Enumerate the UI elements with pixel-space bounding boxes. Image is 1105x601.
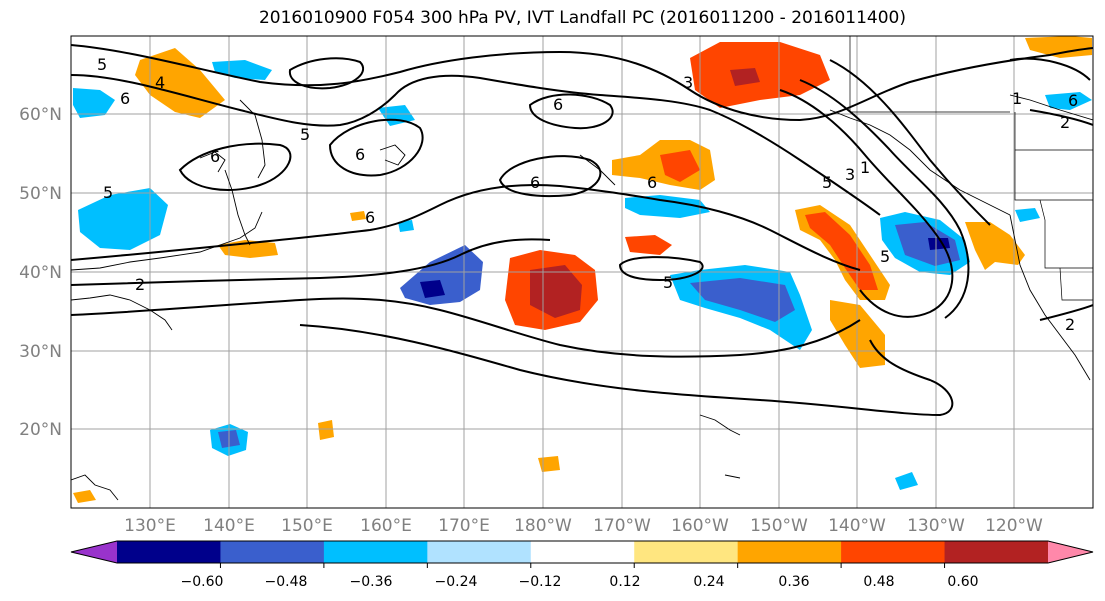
colorbar-tick-label: −0.60 bbox=[181, 574, 224, 590]
negative-anomaly bbox=[73, 88, 115, 118]
contour-label: 2 bbox=[1060, 113, 1070, 132]
negative-anomaly bbox=[78, 188, 168, 250]
contour-labels: 5 6 4 5 6 5 6 6 2 6 6 3 6 5 5 3 1 5 6 2 … bbox=[97, 55, 1078, 334]
map-title: 2016010900 F054 300 hPa PV, IVT Landfall… bbox=[258, 8, 906, 28]
contour-label: 5 bbox=[822, 173, 832, 192]
contour-label: 3 bbox=[683, 73, 693, 92]
contour-label: 1 bbox=[1012, 89, 1022, 108]
colorbar-tick-label: −0.36 bbox=[350, 574, 393, 590]
contour-label: 6 bbox=[365, 208, 375, 227]
pv-contours bbox=[71, 44, 1093, 417]
positive-anomaly bbox=[350, 211, 366, 221]
anomaly-shading bbox=[73, 36, 1092, 503]
positive-anomaly bbox=[730, 68, 760, 86]
lon-label: 160°W bbox=[671, 516, 729, 536]
latitude-labels: 60°N 50°N 40°N 30°N 20°N bbox=[19, 105, 62, 440]
contour-label: 5 bbox=[103, 183, 113, 202]
negative-anomaly bbox=[420, 280, 445, 298]
colorbar-swatch bbox=[427, 541, 532, 563]
lon-label: 180°W bbox=[514, 516, 572, 536]
lon-label: 120°W bbox=[985, 516, 1043, 536]
contour-label: 2 bbox=[1065, 315, 1075, 334]
contour-label: 6 bbox=[1068, 91, 1078, 110]
lon-label: 150°E bbox=[281, 516, 333, 536]
contour-label: 1 bbox=[860, 158, 870, 177]
colorbar-swatch bbox=[117, 541, 221, 563]
colorbar-tick-label: 0.24 bbox=[693, 574, 724, 590]
negative-anomaly bbox=[625, 195, 710, 218]
lon-label: 160°E bbox=[360, 516, 412, 536]
contour-label: 6 bbox=[210, 147, 220, 166]
colorbar-extend-min bbox=[71, 541, 117, 563]
negative-anomaly bbox=[1045, 92, 1092, 110]
lon-label: 150°W bbox=[750, 516, 808, 536]
map-frame bbox=[70, 35, 1094, 509]
lon-label: 130°W bbox=[907, 516, 965, 536]
positive-anomaly bbox=[660, 150, 700, 182]
positive-anomaly bbox=[318, 420, 334, 440]
contour-label: 6 bbox=[530, 173, 540, 192]
colorbar-tick-label: 0.12 bbox=[609, 574, 640, 590]
positive-anomaly bbox=[625, 235, 672, 255]
colorbar-tick-label: 0.36 bbox=[778, 574, 809, 590]
lon-label: 140°E bbox=[203, 516, 255, 536]
colorbar-tick-label: 0.48 bbox=[863, 574, 894, 590]
lat-label: 20°N bbox=[19, 420, 62, 440]
colorbar-swatch bbox=[323, 541, 428, 563]
colorbar-outline bbox=[70, 540, 1094, 564]
contour-label: 5 bbox=[663, 273, 673, 292]
colorbar-swatch bbox=[944, 541, 1049, 563]
contour-label: 3 bbox=[845, 165, 855, 184]
colorbar-tick-label: 0.60 bbox=[947, 574, 978, 590]
lon-label: 170°E bbox=[438, 516, 490, 536]
colorbar-tick-label: −0.12 bbox=[519, 574, 562, 590]
lon-label: 130°E bbox=[124, 516, 176, 536]
colorbar-swatch bbox=[530, 541, 635, 563]
lat-label: 60°N bbox=[19, 105, 62, 125]
negative-anomaly bbox=[398, 220, 414, 232]
contour-label: 6 bbox=[120, 89, 130, 108]
positive-anomaly bbox=[965, 222, 1025, 270]
contour-label: 5 bbox=[300, 125, 310, 144]
colorbar-swatch bbox=[220, 541, 325, 563]
lat-label: 30°N bbox=[19, 342, 62, 362]
contour-label: 5 bbox=[97, 55, 107, 74]
contour-label: 6 bbox=[553, 95, 563, 114]
lat-label: 50°N bbox=[19, 184, 62, 204]
colorbar-labels: −0.60 −0.48 −0.36 −0.24 −0.12 0.12 0.24 … bbox=[181, 574, 979, 590]
contour-label: 2 bbox=[135, 275, 145, 294]
colorbar-extend-max bbox=[1048, 541, 1093, 563]
colorbar-tick-label: −0.48 bbox=[265, 574, 308, 590]
positive-anomaly bbox=[690, 42, 830, 108]
lon-label: 170°W bbox=[593, 516, 651, 536]
colorbar-swatch bbox=[737, 541, 842, 563]
negative-anomaly bbox=[1015, 208, 1040, 222]
positive-anomaly bbox=[1025, 36, 1092, 58]
negative-anomaly bbox=[690, 278, 795, 322]
colorbar-tick-label: −0.24 bbox=[435, 574, 478, 590]
lat-label: 40°N bbox=[19, 263, 62, 283]
positive-anomaly bbox=[73, 490, 96, 503]
contour-label: 6 bbox=[355, 145, 365, 164]
contour-label: 6 bbox=[647, 173, 657, 192]
colorbar bbox=[70, 540, 1094, 568]
negative-anomaly bbox=[895, 222, 960, 266]
negative-anomaly bbox=[400, 245, 483, 305]
longitude-labels: 130°E 140°E 150°E 160°E 170°E 180°W 170°… bbox=[124, 516, 1043, 536]
colorbar-swatch bbox=[841, 541, 946, 563]
coastlines bbox=[71, 94, 1093, 501]
colorbar-swatch bbox=[634, 541, 739, 563]
negative-anomaly bbox=[895, 472, 918, 490]
lon-label: 140°W bbox=[828, 516, 886, 536]
contour-label: 4 bbox=[155, 73, 165, 92]
contour-label: 5 bbox=[880, 247, 890, 266]
